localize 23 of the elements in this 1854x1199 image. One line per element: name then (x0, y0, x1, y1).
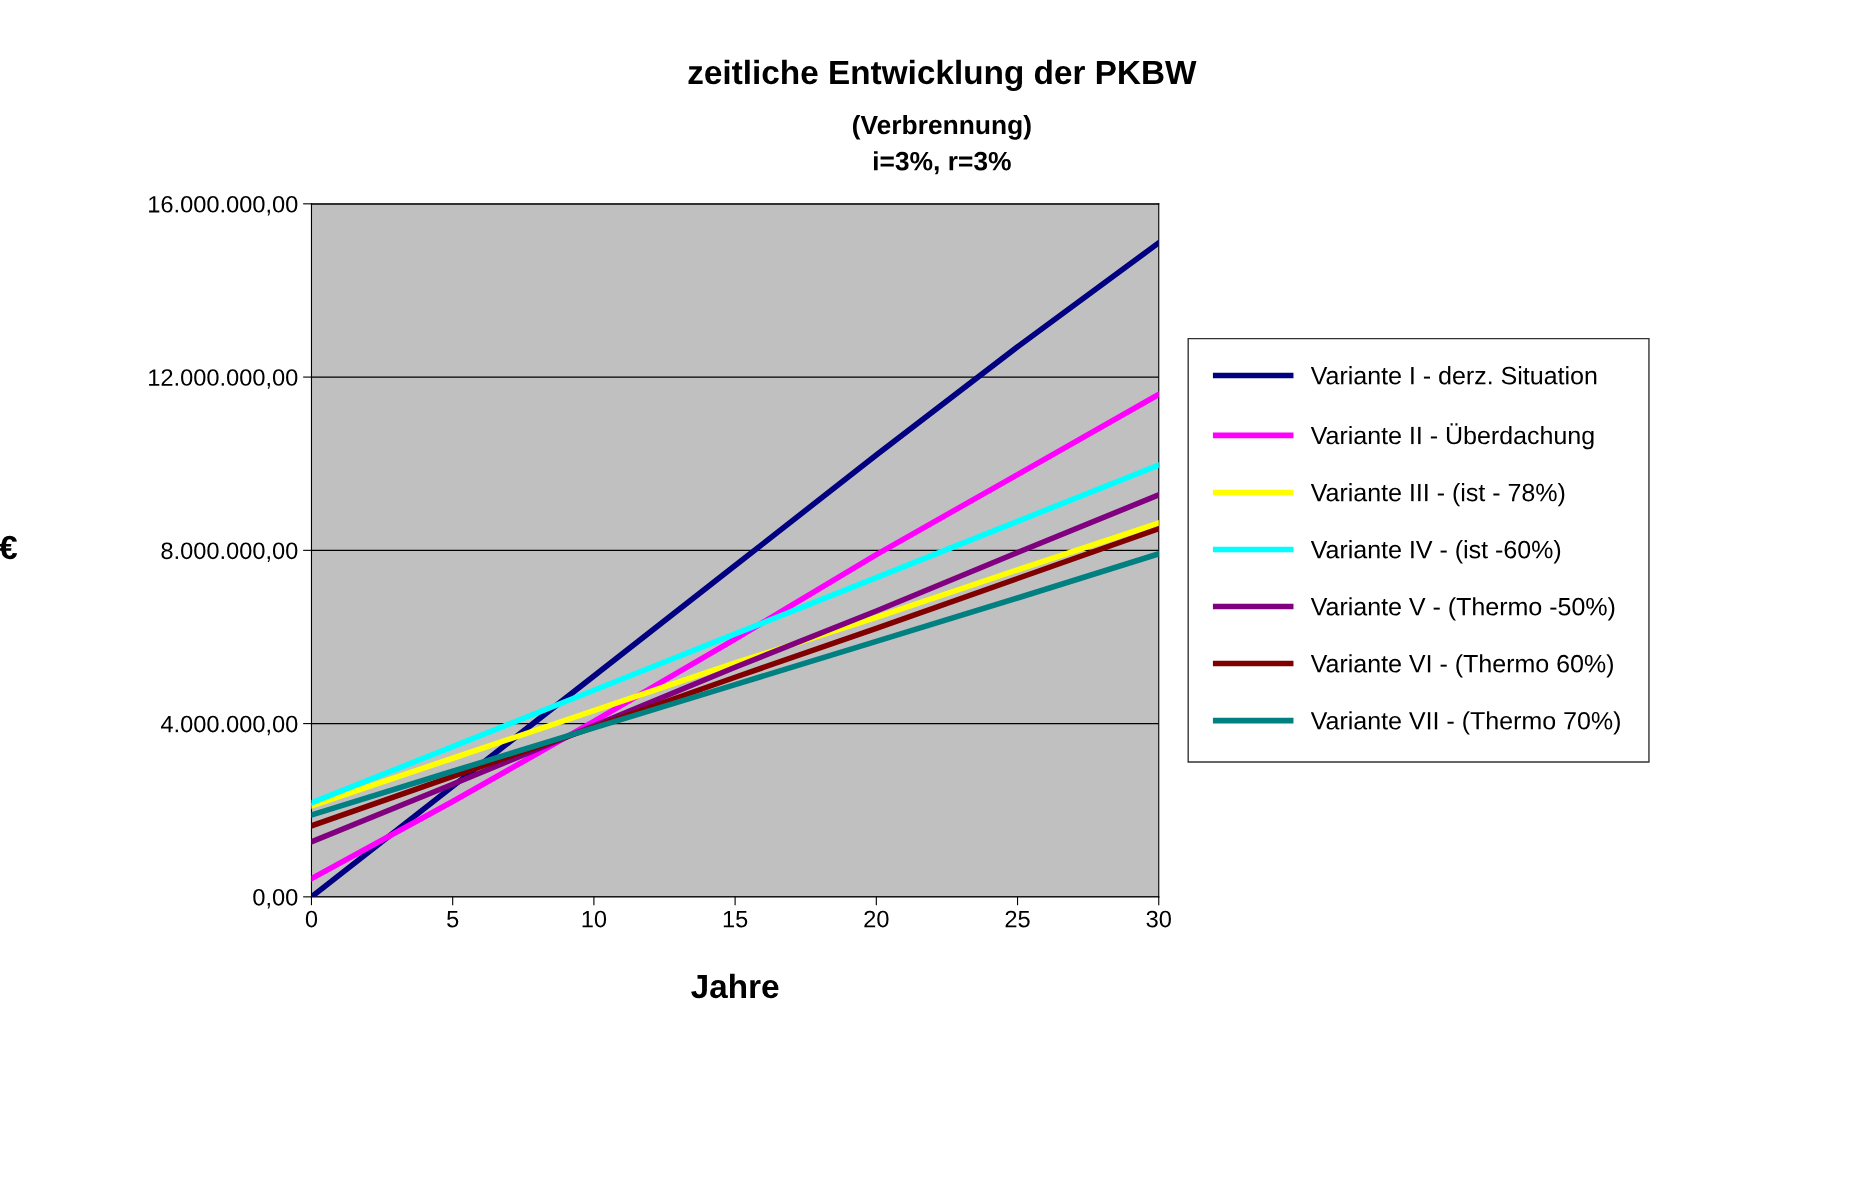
y-tick-label: 8.000.000,00 (161, 542, 298, 562)
y-tick-label: 0,00 (253, 888, 298, 909)
legend-label: Variante III - (ist - 78%) (1310, 483, 1565, 507)
x-tick-label: 10 (582, 910, 607, 928)
legend-label: Variante II - Überdachung (1310, 423, 1594, 450)
y-tick-label: 16.000.000,00 (149, 195, 298, 216)
x-tick-label: 25 (1005, 910, 1030, 928)
chart-title: zeitliche Entwicklung der PKBW (688, 59, 1197, 91)
legend-label: Variante V - (Thermo -50%) (1310, 597, 1615, 621)
x-axis-title: Jahre (691, 973, 779, 999)
x-tick-label: 30 (1146, 910, 1171, 928)
y-axis-title: € (0, 535, 18, 560)
y-tick-label: 12.000.000,00 (149, 369, 298, 389)
x-tick-label: 20 (864, 910, 889, 928)
legend-label: Variante I - derz. Situation (1310, 366, 1597, 385)
chart-subtitle: (Verbrennung) i=3%, r=3% (852, 114, 1031, 175)
legend-label: Variante VII - (Thermo 70%) (1310, 711, 1620, 735)
legend-label: Variante VI - (Thermo 60%) (1310, 654, 1613, 678)
x-tick-label: 0 (305, 910, 318, 928)
y-tick-label: 4.000.000,00 (160, 715, 298, 736)
x-tick-label: 5 (447, 910, 459, 928)
legend-label: Variante IV - (ist -60%) (1310, 540, 1561, 564)
x-tick-label: 15 (723, 910, 748, 928)
